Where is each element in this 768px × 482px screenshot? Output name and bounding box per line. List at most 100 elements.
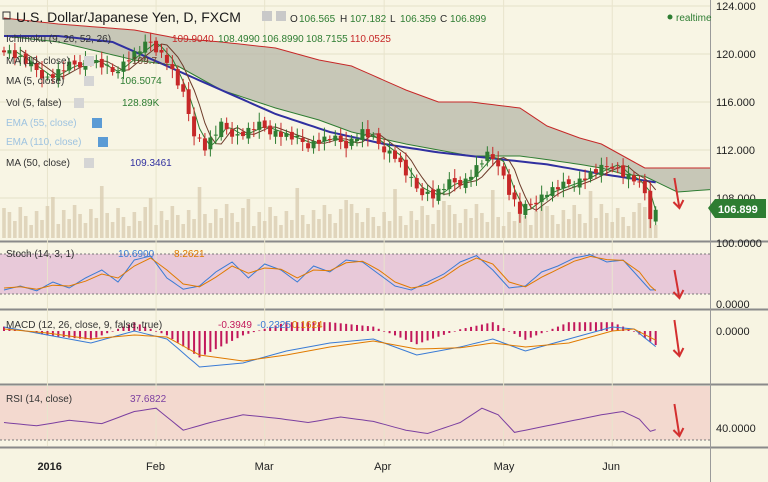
candle-body: [642, 181, 647, 194]
legend-ichimoku-name[interactable]: Ichimoku (9, 26, 52, 26): [6, 34, 111, 45]
macd-histogram-bar: [193, 331, 196, 354]
rsi-line: [3, 407, 656, 435]
macd-histogram-bar: [133, 322, 136, 331]
candle-body: [273, 130, 278, 137]
legend-ma10-settings-icon[interactable]: [84, 56, 94, 66]
legend-ma5-name[interactable]: MA (5, close): [6, 76, 64, 87]
volume-bar: [333, 223, 338, 238]
collapse-icon[interactable]: [2, 11, 11, 20]
volume-bar: [241, 208, 245, 238]
down-arrow-shaft: [673, 177, 681, 209]
legend-macd-v2: -0.2325: [257, 320, 291, 331]
volume-bar: [420, 206, 424, 238]
volume-bar: [105, 213, 109, 238]
legend-ema55-toggle-icon[interactable]: [92, 118, 102, 128]
candle-body: [452, 178, 457, 183]
candle-body: [528, 203, 533, 205]
volume-bar: [583, 223, 587, 238]
volume-bar: [110, 222, 115, 238]
volume-bar: [61, 210, 66, 238]
macd-histogram-bar: [236, 331, 239, 339]
macd-histogram-bar: [361, 325, 364, 331]
down-arrow-head: [672, 199, 685, 210]
candle-body: [338, 135, 343, 142]
macd-histogram-bar: [508, 331, 511, 332]
volume-bar: [252, 226, 256, 238]
legend-vol-settings-icon[interactable]: [74, 98, 84, 108]
volume-bar: [507, 212, 511, 238]
candle-body: [61, 70, 66, 72]
header-tool-icon-1[interactable]: [262, 11, 272, 21]
volume-bar: [556, 224, 560, 238]
macd-histogram-bar: [274, 325, 277, 331]
legend-ma50-settings-icon[interactable]: [84, 158, 94, 168]
oscillator-legends: Stoch (14, 3, 1) 10.6900 8.2621 MACD (12…: [6, 249, 323, 405]
legend-macd-name[interactable]: MACD (12, 26, close, 9, false, true): [6, 320, 162, 331]
macd-histogram-bar: [79, 331, 82, 339]
volume-bar: [45, 206, 50, 238]
macd-histogram-bar: [540, 331, 543, 334]
header-tool-icon-2[interactable]: [276, 11, 286, 21]
volume-bar: [490, 190, 495, 238]
candle-body: [213, 134, 218, 136]
macd-histogram-bar: [426, 331, 429, 341]
candle-body: [490, 154, 495, 159]
candle-body: [398, 157, 403, 163]
candle-body: [469, 176, 474, 180]
candle-body: [137, 51, 142, 54]
volume-bar: [366, 208, 370, 238]
legend-vol-name[interactable]: Vol (5, false): [6, 98, 62, 109]
volume-bar: [328, 214, 332, 238]
candle-body: [512, 192, 517, 200]
macd-histogram-bar: [149, 328, 152, 331]
volume-bar: [89, 209, 93, 238]
cloud-lower-line: [3, 35, 711, 193]
volume-bar: [72, 205, 77, 238]
volume-bar: [653, 225, 658, 238]
legend-ma50-name[interactable]: MA (50, close): [6, 158, 70, 169]
legend-ema55-name[interactable]: EMA (55, close): [6, 118, 77, 129]
legend-ema110-name[interactable]: EMA (110, close): [6, 137, 81, 148]
legend-rsi-name[interactable]: RSI (14, close): [6, 394, 72, 405]
macd-histogram-bar: [562, 324, 565, 331]
macd-histogram-bar: [160, 331, 163, 334]
macd-histogram-bar: [497, 325, 500, 331]
candle-body: [45, 76, 50, 78]
macd-histogram-bar: [605, 322, 608, 331]
legend-ema110-toggle-icon[interactable]: [98, 137, 108, 147]
volume-bar: [159, 211, 164, 238]
candle-body: [18, 55, 23, 57]
candle-body: [360, 129, 365, 141]
macd-histogram-bar: [328, 322, 331, 331]
chart-header: U.S. Dollar/Japanese Yen, D, FXCM O 106.…: [2, 9, 712, 25]
volume-bar: [452, 214, 457, 238]
macd-histogram-bar: [165, 331, 168, 336]
volume-bar: [425, 215, 430, 238]
macd-histogram-bar: [524, 331, 527, 340]
candle-body: [561, 181, 566, 189]
candle-body: [610, 166, 615, 169]
volume-bar: [13, 221, 17, 238]
candle-body: [365, 129, 370, 138]
chart-title: U.S. Dollar/Japanese Yen, D, FXCM: [16, 9, 241, 25]
down-arrow-shaft: [673, 403, 681, 437]
realtime-label: realtime: [676, 13, 712, 24]
legend-stoch-name[interactable]: Stoch (14, 3, 1): [6, 249, 74, 260]
macd-histogram-bar: [556, 326, 559, 331]
candle-body: [572, 186, 577, 188]
macd-histogram-bar: [296, 322, 299, 331]
macd-histogram-bar: [399, 331, 402, 338]
legend-ma10-name[interactable]: MA (10, close): [6, 56, 70, 67]
macd-histogram-bar: [448, 331, 451, 333]
volume-bars: [2, 186, 658, 238]
volume-bar: [132, 212, 137, 238]
ohlc-label-close: C: [440, 14, 447, 25]
rsi-band: [0, 386, 710, 440]
candle-body: [382, 146, 387, 153]
macd-histogram-bar: [252, 331, 255, 333]
legend-ma5-settings-icon[interactable]: [84, 76, 94, 86]
macd-histogram-bar: [95, 331, 98, 338]
macd-histogram-bar: [57, 331, 60, 337]
macd-histogram-bar: [307, 322, 310, 331]
